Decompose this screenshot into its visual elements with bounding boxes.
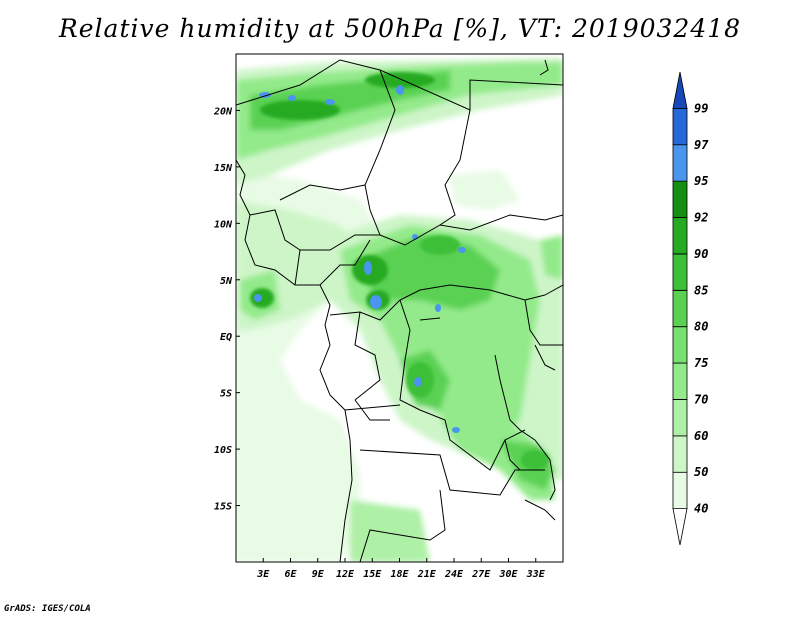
lon-tick-label: 18E — [390, 569, 409, 580]
colorbar-segment — [672, 217, 688, 255]
lon-tick-label: 30E — [498, 569, 518, 580]
grads-credit: GrADS: IGES/COLA — [4, 604, 91, 614]
lon-tick-label: 15E — [363, 569, 382, 580]
colorbar: 40 50 60 70 75 80 85 90 92 95 97 99 — [672, 71, 709, 546]
colorbar-segment — [672, 399, 688, 437]
colorbar-level-label: 92 — [694, 211, 708, 225]
colorbar-segment — [672, 326, 688, 364]
colorbar-segment — [672, 508, 688, 546]
colorbar-level-label: 85 — [694, 283, 708, 297]
lon-tick-label: 27E — [471, 569, 491, 580]
colorbar-segment — [672, 253, 688, 291]
colorbar-level-label: 75 — [694, 356, 708, 370]
colorbar-level-label: 95 — [694, 174, 708, 188]
map-axes: 20N 15N 10N 5N EQ 5S 10S 15S 3E 6E 9E 12E 15E 18E 21E 2… — [213, 106, 546, 580]
lat-tick-label: 5N — [220, 276, 233, 287]
colorbar-segment — [672, 289, 688, 328]
colorbar-segment — [672, 435, 688, 473]
country-borders — [236, 59, 563, 562]
lon-tick-label: 9E — [312, 569, 325, 580]
colorbar-segment — [672, 362, 688, 400]
lon-tick-label: 12E — [336, 569, 355, 580]
lat-tick-label: 20N — [213, 106, 233, 117]
lat-tick-label: 10S — [214, 445, 232, 456]
colorbar-level-label: 70 — [694, 392, 708, 406]
colorbar-level-label: 40 — [694, 502, 708, 516]
lat-tick-label: EQ — [220, 332, 232, 343]
colorbar-segment — [672, 144, 688, 182]
colorbar-level-label: 99 — [694, 101, 708, 115]
lon-tick-label: 24E — [444, 569, 464, 580]
colorbar-segment — [672, 71, 688, 109]
colorbar-level-label: 80 — [694, 320, 708, 334]
lon-tick-label: 3E — [256, 569, 270, 580]
lat-tick-label: 15S — [214, 502, 232, 513]
colorbar-segment — [672, 471, 688, 510]
humidity-field — [236, 58, 563, 562]
colorbar-level-label: 60 — [694, 429, 708, 443]
colorbar-segment — [672, 107, 688, 146]
lon-tick-label: 21E — [417, 569, 437, 580]
lon-tick-label: 33E — [526, 569, 546, 580]
lat-tick-label: 10N — [214, 219, 233, 230]
lon-tick-label: 6E — [284, 569, 297, 580]
colorbar-segment — [672, 180, 688, 218]
lat-tick-label: 15N — [214, 163, 233, 174]
lat-tick-label: 5S — [220, 389, 232, 400]
colorbar-level-label: 97 — [694, 138, 709, 152]
colorbar-level-label: 90 — [694, 247, 708, 261]
map-title: Relative humidity at 500hPa [%], VT: 201… — [58, 14, 742, 43]
colorbar-level-label: 50 — [694, 465, 708, 479]
